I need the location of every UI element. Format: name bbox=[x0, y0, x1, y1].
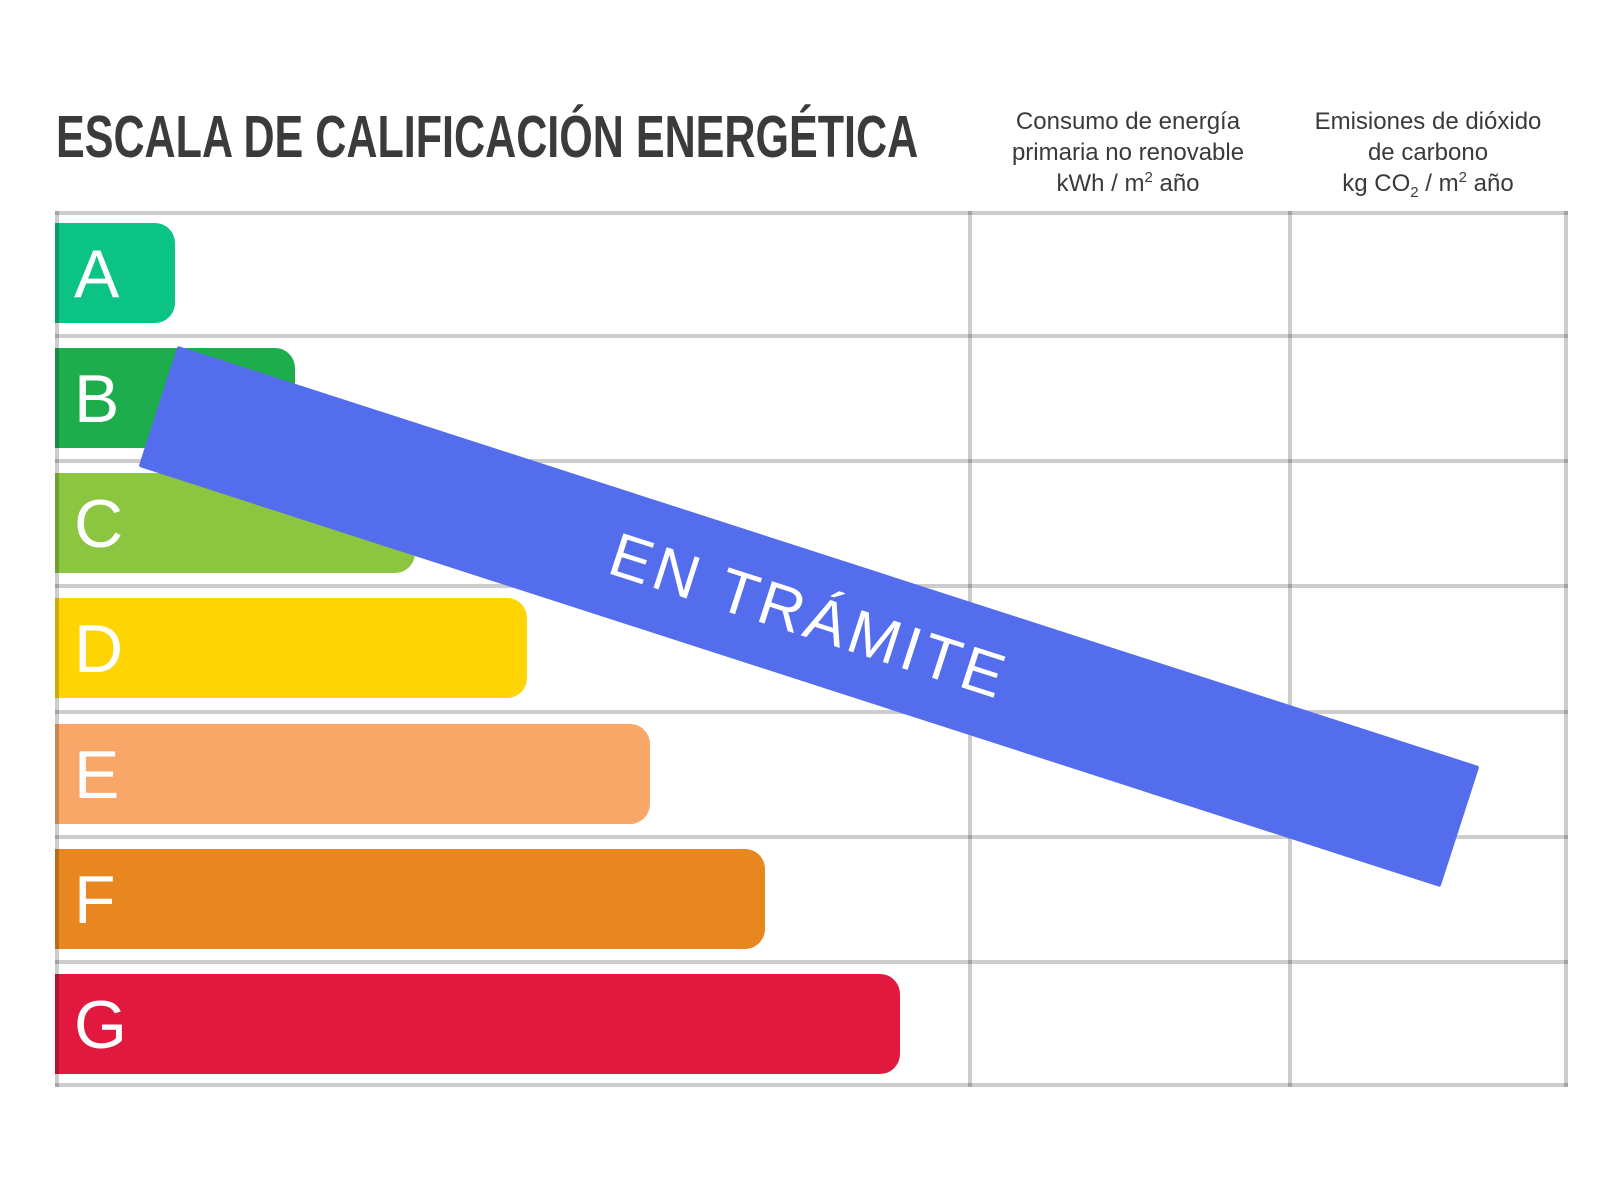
rating-bar-d: D bbox=[55, 598, 527, 699]
column-header-emissions: Emisiones de dióxido de carbono kg CO2 /… bbox=[1283, 106, 1573, 201]
consumption-line1: Consumo de energía bbox=[1015, 108, 1241, 135]
rating-letter: B bbox=[74, 361, 120, 438]
rating-letter: A bbox=[74, 236, 120, 312]
rating-letter: F bbox=[74, 861, 116, 938]
column-header-consumption: Consumo de energía primaria no renovable… bbox=[953, 106, 1303, 199]
emissions-unit: kg CO2 / m2 año bbox=[1342, 169, 1514, 201]
page-title: ESCALA DE CALIFICACIÓN ENERGÉTICA bbox=[56, 104, 919, 170]
rating-letter: G bbox=[74, 986, 127, 1063]
rating-letter: C bbox=[74, 486, 124, 563]
emissions-line1: Emisiones de dióxido bbox=[1314, 108, 1542, 135]
consumption-line2: primaria no renovable bbox=[1011, 139, 1245, 166]
rating-bar-g: G bbox=[55, 973, 900, 1074]
rating-bar-a: A bbox=[55, 223, 175, 323]
rating-bar-f: F bbox=[55, 848, 765, 949]
consumption-unit: kWh / m2 año bbox=[1056, 169, 1200, 197]
rating-bar-e: E bbox=[55, 723, 650, 824]
rating-letter: E bbox=[74, 736, 120, 813]
rating-letter: D bbox=[74, 611, 124, 688]
emissions-line2: de carbono bbox=[1367, 139, 1489, 166]
